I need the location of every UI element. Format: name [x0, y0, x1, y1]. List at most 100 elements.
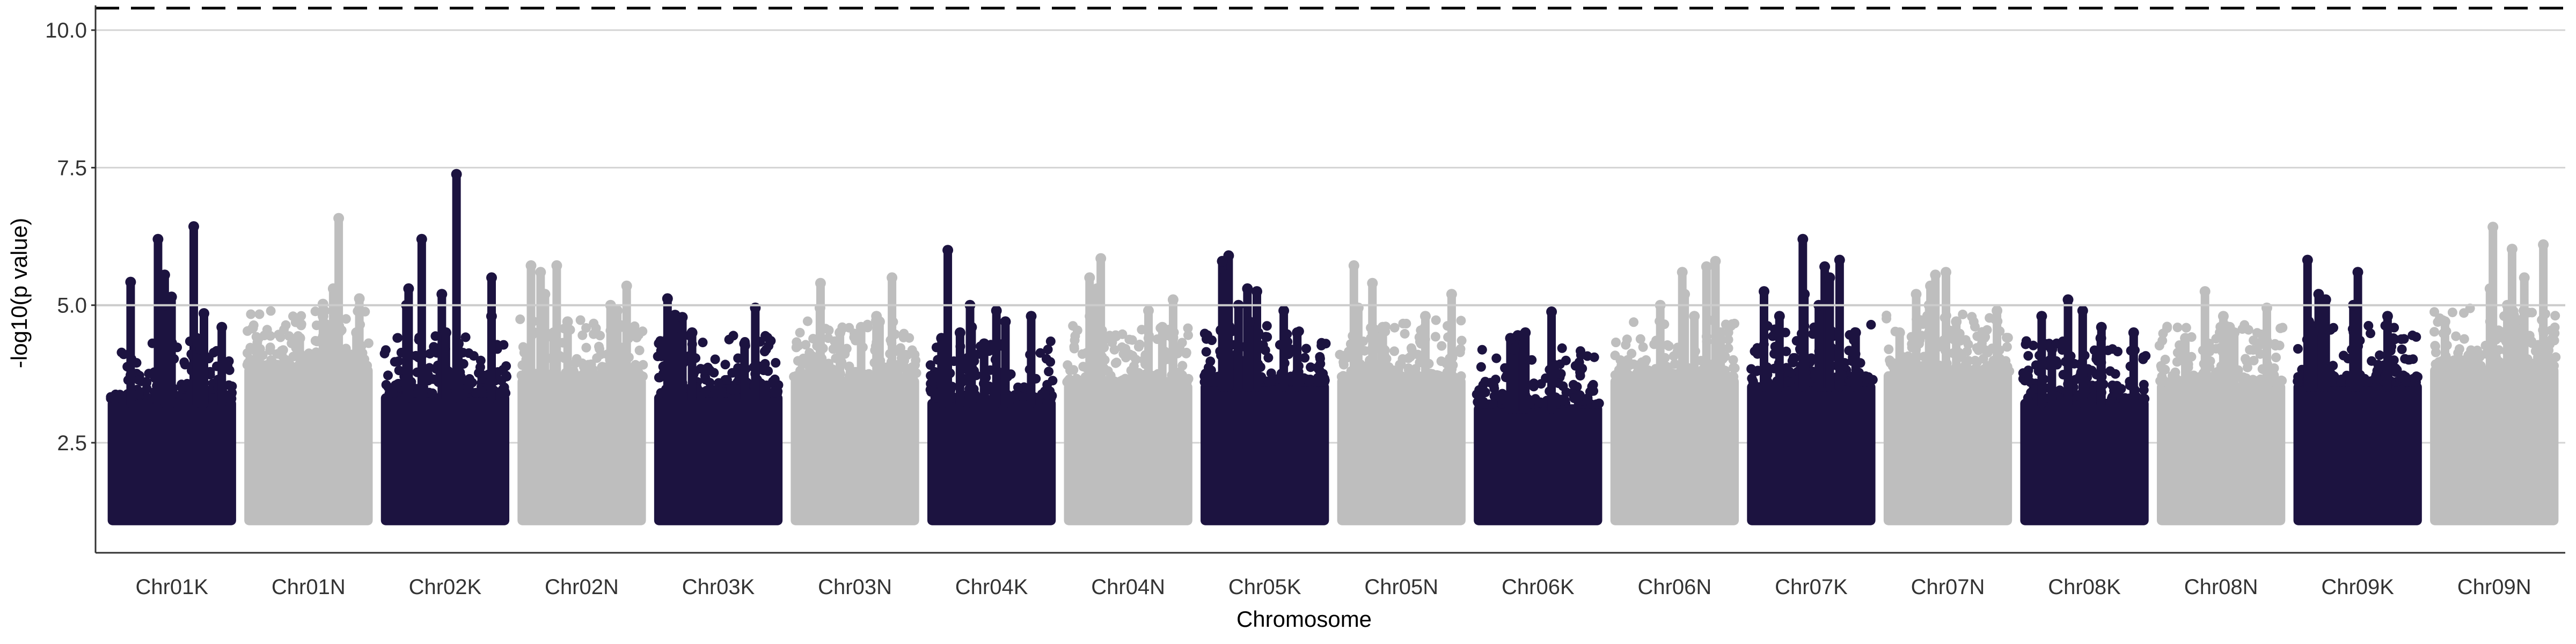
data-point	[1207, 335, 1217, 345]
data-point	[501, 361, 511, 371]
data-point	[1748, 377, 1758, 387]
data-point	[247, 361, 257, 370]
data-point	[677, 312, 688, 323]
data-point	[1129, 361, 1139, 371]
data-point	[1664, 341, 1674, 351]
data-point	[354, 293, 365, 304]
data-point	[2439, 316, 2450, 327]
data-point	[1220, 269, 1232, 281]
point-band	[791, 376, 919, 525]
data-point	[1505, 333, 1516, 344]
data-point	[191, 333, 202, 344]
data-point	[1635, 334, 1645, 344]
data-point	[2116, 384, 2126, 394]
data-point	[1582, 351, 1592, 361]
data-point	[771, 358, 781, 368]
data-point	[1476, 399, 1486, 409]
data-point	[255, 344, 265, 354]
data-point	[2519, 272, 2530, 283]
x-tick-label: Chr02K	[409, 575, 482, 599]
data-point	[1972, 343, 1982, 353]
data-point	[2390, 363, 2401, 374]
data-point	[1834, 254, 1845, 266]
data-point	[1788, 353, 1798, 363]
data-point	[1941, 267, 1951, 278]
data-point	[2002, 342, 2012, 352]
data-point	[2248, 375, 2258, 385]
chromosome-group-chr02n	[515, 260, 648, 525]
data-point	[1729, 371, 1739, 382]
data-point	[1431, 315, 1441, 325]
data-point	[638, 371, 648, 382]
data-point	[823, 333, 833, 343]
data-point	[835, 327, 846, 338]
data-point	[1109, 345, 1119, 355]
chromosome-group-chr02k	[379, 169, 511, 525]
data-point	[144, 369, 154, 379]
data-point	[1117, 329, 1128, 339]
data-point	[134, 375, 144, 385]
data-point	[551, 260, 562, 271]
data-point	[926, 387, 936, 397]
data-point	[1982, 325, 1992, 335]
data-point	[1962, 363, 1972, 374]
data-point	[1824, 272, 1835, 283]
x-tick-label: Chr08N	[2184, 575, 2258, 599]
data-point	[341, 314, 351, 324]
data-point	[1302, 374, 1312, 384]
data-point	[269, 361, 279, 371]
data-point	[621, 280, 632, 291]
data-point	[1457, 335, 1467, 346]
y-tick-label: 2.5	[57, 431, 87, 455]
data-point	[1437, 341, 1447, 351]
data-point	[592, 370, 602, 380]
data-point	[351, 327, 362, 338]
data-point	[225, 393, 236, 404]
data-point	[1723, 343, 1733, 353]
data-point	[2138, 352, 2148, 362]
data-point	[1348, 260, 1359, 271]
data-point	[548, 327, 559, 338]
point-band	[107, 398, 236, 525]
data-point	[705, 378, 715, 388]
data-point	[2062, 294, 2074, 305]
data-point	[1045, 336, 1056, 346]
data-point	[926, 371, 936, 381]
data-point	[815, 277, 826, 289]
data-point	[277, 350, 287, 361]
data-point	[152, 233, 164, 245]
data-point	[698, 364, 708, 375]
x-tick-label: Chr03K	[682, 575, 755, 599]
data-point	[2023, 351, 2033, 361]
data-point	[2411, 371, 2421, 382]
data-point	[1555, 359, 1565, 369]
data-point	[2277, 376, 2287, 386]
data-point	[416, 233, 427, 245]
data-point	[1480, 387, 1490, 398]
chromosome-group-chr08k	[2018, 294, 2151, 525]
data-point	[1497, 394, 1507, 405]
data-point	[700, 386, 711, 397]
data-point	[577, 330, 588, 340]
data-point	[1670, 359, 1680, 369]
x-tick-label: Chr03N	[818, 575, 892, 599]
x-tick-label: Chr01K	[135, 575, 208, 599]
data-point	[255, 360, 266, 370]
data-point	[844, 323, 854, 333]
data-point	[2451, 331, 2461, 341]
data-point	[2487, 222, 2499, 233]
data-point	[159, 269, 170, 281]
data-point	[1710, 255, 1721, 267]
data-point	[612, 305, 623, 316]
data-point	[1967, 312, 1977, 322]
x-tick-label: Chr01N	[272, 575, 346, 599]
data-point	[562, 316, 573, 327]
data-point	[1133, 368, 1144, 378]
x-tick-label: Chr08K	[2048, 575, 2121, 599]
data-point	[1850, 327, 1861, 338]
data-point	[1715, 327, 1726, 338]
data-point	[1183, 330, 1193, 340]
data-point	[1000, 316, 1011, 327]
data-point	[2429, 327, 2439, 337]
